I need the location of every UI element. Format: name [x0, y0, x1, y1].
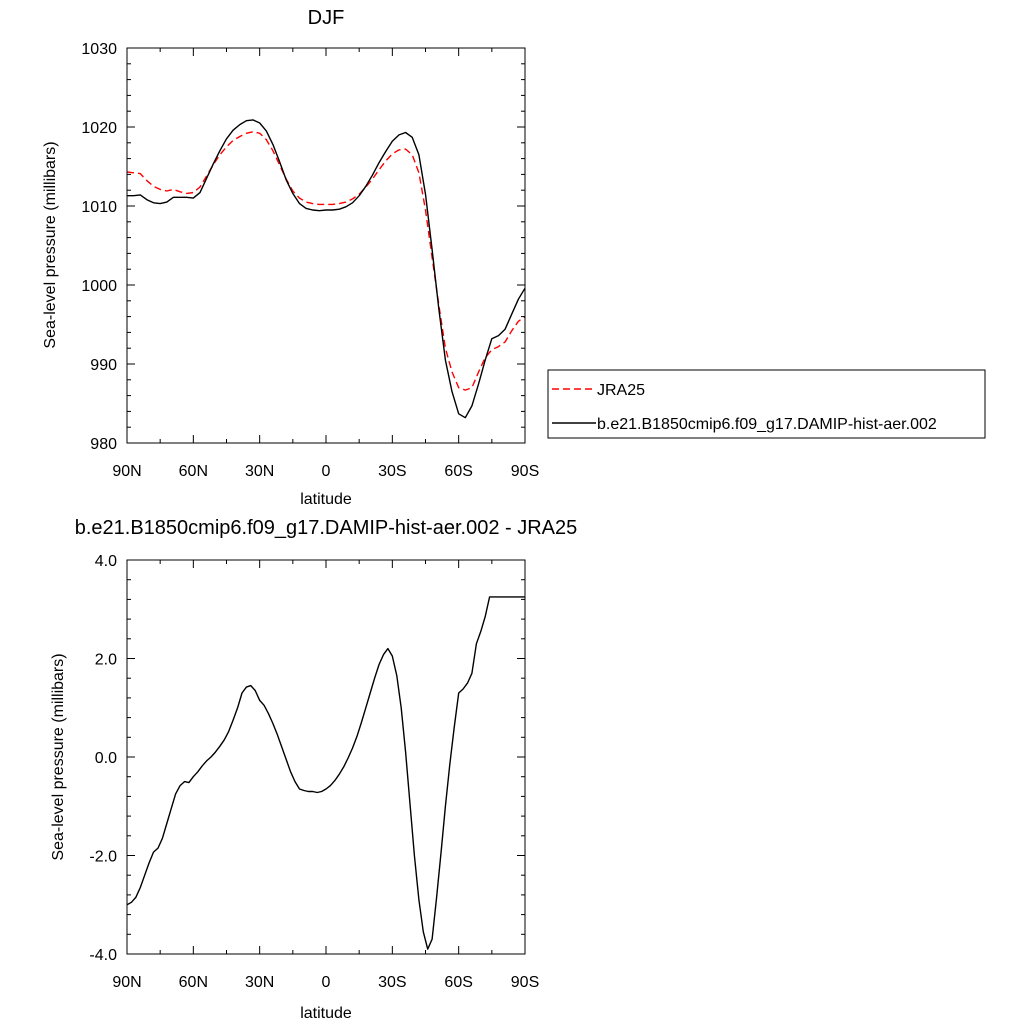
top-y-tick-label: 980: [90, 436, 117, 453]
bottom-y-axis-label: Sea-level pressure (millibars): [50, 653, 67, 860]
bottom-y-tick-label: -4.0: [89, 947, 117, 964]
top-x-tick-label: 60S: [444, 463, 472, 480]
top-series-layer: [126, 119, 526, 419]
top-plot-frame: [126, 47, 526, 444]
top-series-line-1: [127, 119, 526, 419]
bottom-x-tick-label: 90N: [112, 974, 141, 991]
bottom-x-tick-label: 60N: [179, 974, 208, 991]
bottom-axis-ticks: 90N 60N 30N 0 30S 60S 90S -4.0 -2.0 0.0 2.0 4.0: [89, 553, 539, 991]
top-y-tick-label: 1020: [81, 120, 117, 137]
top-axis-ticks: 90N 60N 30N 0 30S 60S 90S 980 990 1000 1010 1020 103…: [81, 41, 539, 480]
bottom-x-tick-label: 30S: [378, 974, 406, 991]
bottom-x-tick-label: 60S: [444, 974, 472, 991]
top-y-tick-label: 1000: [81, 278, 117, 295]
legend-label-jra25: JRA25: [597, 382, 645, 399]
bottom-y-tick-label: 0.0: [95, 750, 117, 767]
bottom-chart-panel: b.e21.B1850cmip6.f09_g17.DAMIP-hist-aer.…: [50, 517, 577, 1022]
bottom-series-layer: [126, 596, 525, 950]
top-x-tick-label: 30N: [245, 463, 274, 480]
top-y-tick-label: 1010: [81, 199, 117, 216]
top-y-axis-label: Sea-level pressure (millibars): [42, 141, 59, 348]
top-y-tick-label: 1030: [81, 41, 117, 58]
top-chart-title: DJF: [308, 7, 345, 29]
bottom-x-tick-label: 0: [322, 974, 331, 991]
bottom-series-line-0: [126, 596, 525, 950]
legend-box: [547, 369, 986, 439]
top-x-tick-label: 60N: [179, 463, 208, 480]
top-x-tick-label: 30S: [378, 463, 406, 480]
bottom-y-tick-label: 4.0: [95, 553, 117, 570]
bottom-plot-frame: [126, 559, 526, 955]
top-chart-panel: DJF 90N 60N 30N 0 30S 60S 90S 980 990 1000 1010 102…: [42, 7, 986, 508]
top-y-tick-label: 990: [90, 357, 117, 374]
bottom-chart-title: b.e21.B1850cmip6.f09_g17.DAMIP-hist-aer.…: [75, 517, 578, 539]
legend-label-model: b.e21.B1850cmip6.f09_g17.DAMIP-hist-aer.…: [597, 416, 937, 433]
bottom-x-tick-label: 30N: [245, 974, 274, 991]
bottom-y-tick-label: -2.0: [89, 849, 117, 866]
top-x-tick-label: 0: [322, 463, 331, 480]
bottom-x-axis-label: latitude: [300, 1005, 352, 1022]
top-x-axis-label: latitude: [300, 491, 352, 508]
bottom-x-tick-label: 90S: [511, 974, 539, 991]
top-x-tick-label: 90N: [112, 463, 141, 480]
top-x-tick-label: 90S: [511, 463, 539, 480]
top-series-line-0: [126, 130, 526, 391]
top-legend: JRA25 b.e21.B1850cmip6.f09_g17.DAMIP-his…: [547, 369, 986, 439]
bottom-y-tick-label: 2.0: [95, 652, 117, 669]
